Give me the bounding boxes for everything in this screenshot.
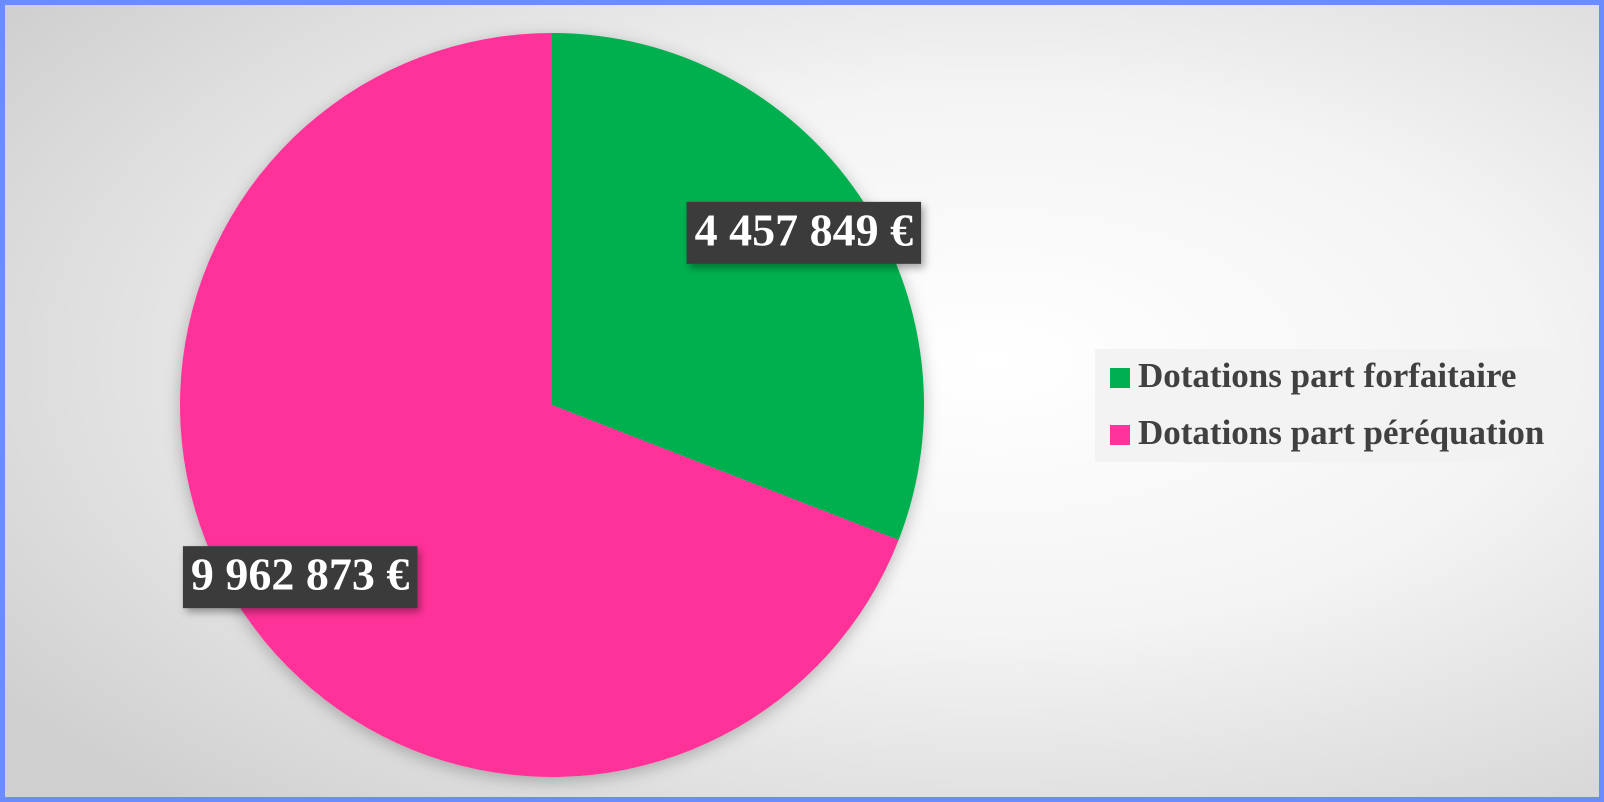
data-labels: 4 457 849 € 9 962 873 € [182,201,922,609]
legend-box [1095,349,1558,462]
pie-slice [552,33,924,541]
data-label-text: 9 962 873 € [191,549,410,600]
pie [179,33,924,778]
data-label: 9 962 873 € [182,546,418,609]
legend-label: Dotations part forfaitaire [1138,356,1516,395]
data-label-text: 4 457 849 € [695,204,914,255]
legend-label: Dotations part péréquation [1138,413,1544,452]
data-label-box [686,201,922,264]
legend-swatch [1110,368,1130,388]
data-label-box [182,546,418,609]
legend: Dotations part forfaitaire Dotations part… [1095,349,1558,462]
legend-swatch [1110,425,1130,445]
data-label: 4 457 849 € [686,201,922,264]
